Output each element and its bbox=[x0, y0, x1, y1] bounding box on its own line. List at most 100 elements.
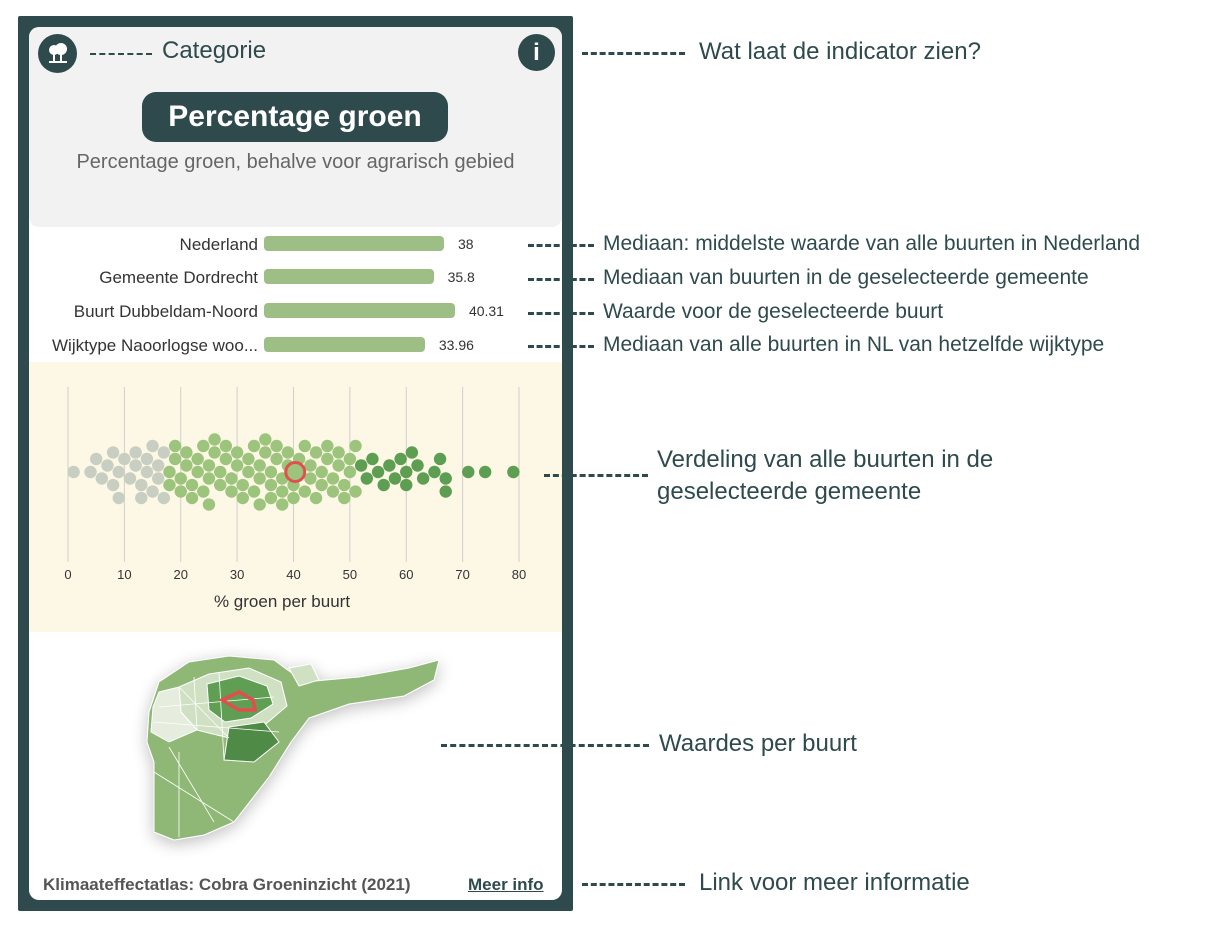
municipality-shape bbox=[146, 655, 440, 841]
beeswarm-chart: 0 10 20 30 40 50 60 70 80 % groen per buurt bbox=[64, 387, 526, 611]
neighbourhood-dot bbox=[152, 472, 165, 485]
neighbourhood-dot bbox=[394, 452, 407, 466]
neighbourhood-dot bbox=[174, 472, 187, 485]
chart-dots bbox=[67, 433, 520, 511]
neighbourhood-dot bbox=[185, 478, 199, 492]
neighbourhood-dot bbox=[191, 465, 204, 479]
annotation-waardes: Waardes per buurt bbox=[659, 730, 857, 757]
card-header: Categorie i Percentage groen Percentage … bbox=[29, 27, 562, 227]
neighbourhood-dot bbox=[112, 465, 125, 479]
neighbourhood-dot bbox=[507, 465, 520, 479]
neighbourhood-dot bbox=[146, 439, 159, 453]
neighbourhood-dot bbox=[247, 439, 261, 453]
neighbourhood-dot bbox=[219, 452, 233, 466]
annotation-verdeling-line2: geselecteerde gemeente bbox=[657, 478, 922, 505]
neighbourhood-dot bbox=[281, 446, 295, 459]
neighbourhood-dot bbox=[259, 433, 272, 446]
neighbourhood-dot bbox=[354, 459, 368, 472]
source-text: Klimaateffectatlas: Cobra Groeninzicht (… bbox=[43, 875, 411, 894]
neighbourhood-dot bbox=[360, 472, 373, 485]
comparison-bar bbox=[264, 269, 434, 284]
comparison-label: Wijktype Naoorlogse woo... bbox=[52, 336, 258, 355]
x-tick-label: 40 bbox=[286, 567, 300, 582]
neighbourhood-map[interactable] bbox=[29, 632, 562, 867]
x-tick-label: 60 bbox=[399, 567, 413, 582]
annotation-dash-link bbox=[582, 883, 685, 886]
neighbourhood-dot bbox=[253, 472, 266, 485]
neighbourhood-dot bbox=[462, 465, 475, 479]
neighbourhood-dot bbox=[168, 452, 182, 466]
comparison-value: 40.31 bbox=[468, 303, 504, 319]
neighbourhood-dot bbox=[264, 491, 278, 505]
neighbourhood-dot bbox=[264, 465, 278, 479]
neighbourhood-dot bbox=[439, 485, 452, 498]
chart-ticks: 0 10 20 30 40 50 60 70 80 bbox=[64, 567, 526, 582]
neighbourhood-dot bbox=[180, 459, 193, 472]
neighbourhood-dot bbox=[123, 472, 137, 485]
neighbourhood-dot bbox=[230, 446, 244, 459]
comparison-label: Gemeente Dordrecht bbox=[99, 268, 258, 287]
neighbourhood-dot bbox=[315, 478, 328, 492]
annotation-dash-info bbox=[582, 52, 685, 55]
neighbourhood-dot bbox=[140, 452, 154, 466]
x-tick-label: 50 bbox=[343, 567, 357, 582]
selected-neighbourhood-dot bbox=[284, 461, 307, 483]
x-tick-label: 70 bbox=[455, 567, 469, 582]
indicator-title: Percentage groen bbox=[142, 92, 448, 142]
neighbourhood-dot bbox=[112, 491, 125, 505]
neighbourhood-dot bbox=[343, 465, 357, 479]
neighbourhood-dot bbox=[230, 459, 244, 472]
map-panel[interactable] bbox=[29, 632, 562, 867]
neighbourhood-dot bbox=[276, 498, 289, 511]
neighbourhood-dot bbox=[208, 446, 221, 459]
x-tick-label: 0 bbox=[64, 567, 71, 582]
neighbourhood-dot bbox=[214, 478, 227, 492]
comparison-row-nederland: Nederland 38 bbox=[29, 232, 562, 256]
neighbourhood-dot bbox=[225, 485, 238, 498]
neighbourhood-dot bbox=[135, 491, 148, 505]
comparison-value: 35.8 bbox=[447, 269, 475, 285]
neighbourhood-dot bbox=[259, 446, 272, 459]
annotation-gemeente: Mediaan van buurten in de geselecteerde … bbox=[603, 266, 1089, 289]
annotation-dash-verdeling bbox=[544, 474, 648, 477]
neighbourhood-dot bbox=[298, 439, 311, 453]
x-tick-label: 20 bbox=[174, 567, 188, 582]
neighbourhood-dot bbox=[405, 446, 419, 459]
neighbourhood-dot bbox=[202, 472, 216, 485]
comparison-bar bbox=[264, 337, 425, 352]
indicator-card: Categorie i Percentage groen Percentage … bbox=[29, 27, 562, 900]
neighbourhood-dot bbox=[366, 452, 379, 466]
annotation-nl: Mediaan: middelste waarde van alle buurt… bbox=[603, 232, 1140, 255]
neighbourhood-dot bbox=[332, 459, 345, 472]
neighbourhood-dot bbox=[101, 459, 114, 472]
neighbourhood-dot bbox=[129, 446, 142, 459]
neighbourhood-dot bbox=[168, 439, 182, 453]
neighbourhood-dot bbox=[129, 459, 142, 472]
neighbourhood-dot bbox=[428, 465, 441, 479]
neighbourhood-dot bbox=[433, 452, 447, 466]
neighbourhood-dot bbox=[377, 478, 390, 492]
annotation-wijktype: Mediaan van alle buurten in NL van hetze… bbox=[603, 333, 1105, 356]
neighbourhood-dot bbox=[247, 485, 261, 498]
neighbourhood-dot bbox=[321, 452, 334, 466]
comparison-label: Buurt Dubbeldam-Noord bbox=[73, 302, 258, 321]
neighbourhood-dot bbox=[304, 459, 317, 472]
info-button[interactable]: i bbox=[518, 34, 555, 71]
neighbourhood-dot bbox=[89, 452, 103, 466]
neighbourhood-dot bbox=[157, 446, 171, 459]
comparison-bar bbox=[264, 303, 455, 318]
neighbourhood-dot bbox=[140, 465, 154, 479]
neighbourhood-dot bbox=[400, 478, 413, 492]
neighbourhood-dot bbox=[270, 439, 283, 453]
annotation-buurt: Waarde voor de geselecteerde buurt bbox=[603, 300, 944, 323]
neighbourhood-dot bbox=[388, 472, 402, 485]
comparison-row-buurt: Buurt Dubbeldam-Noord 40.31 bbox=[29, 299, 562, 323]
neighbourhood-dot bbox=[253, 498, 266, 511]
x-tick-label: 10 bbox=[117, 567, 131, 582]
neighbourhood-dot bbox=[106, 446, 120, 459]
category-label: Categorie bbox=[162, 37, 267, 64]
comparison-row-wijktype: Wijktype Naoorlogse woo... 33.96 bbox=[29, 333, 562, 357]
neighbourhood-dot bbox=[242, 452, 255, 466]
neighbourhood-dot bbox=[236, 491, 249, 505]
more-info-link[interactable]: Meer info bbox=[468, 875, 544, 894]
